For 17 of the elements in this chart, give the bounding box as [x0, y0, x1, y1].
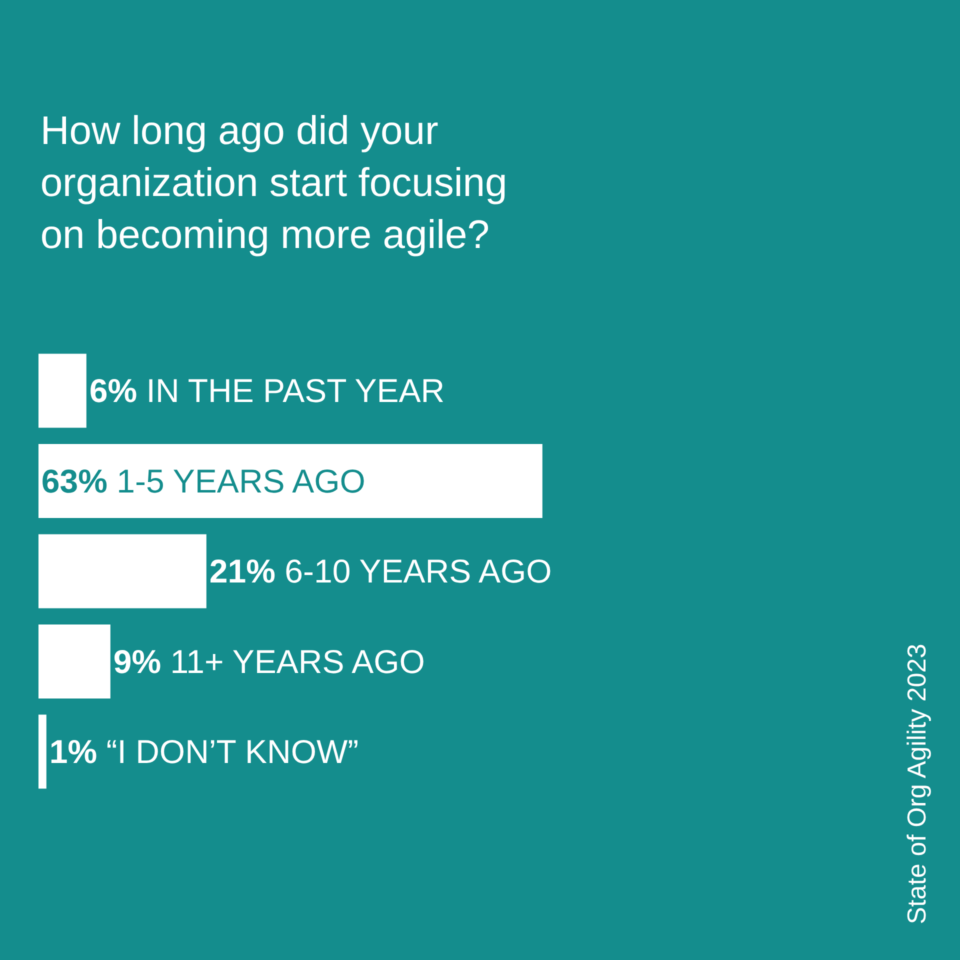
y-tick-label: “I DON’T KNOW”: [106, 733, 359, 770]
y-tick-label: 11+ YEARS AGO: [170, 642, 425, 680]
chart-title: How long ago did your organization start focusing on becoming more agile?: [40, 109, 508, 257]
data-label: 21%: [209, 552, 276, 590]
data-label: 63%: [41, 462, 108, 500]
bar: [38, 534, 206, 608]
data-label: 9%: [113, 642, 162, 680]
y-tick-label: IN THE PAST YEAR: [146, 372, 445, 410]
data-label: 6%: [89, 372, 138, 410]
text: State of Org Agility 2023: [901, 644, 932, 924]
y-tick-label: 1-5 YEARS AGO: [116, 462, 366, 500]
bar: [38, 714, 46, 789]
bar: [38, 444, 542, 518]
bar: [38, 354, 86, 428]
y-tick-label: 6-10 YEARS AGO: [284, 552, 552, 590]
data-label: 1%: [49, 733, 98, 770]
bar: [38, 624, 110, 698]
